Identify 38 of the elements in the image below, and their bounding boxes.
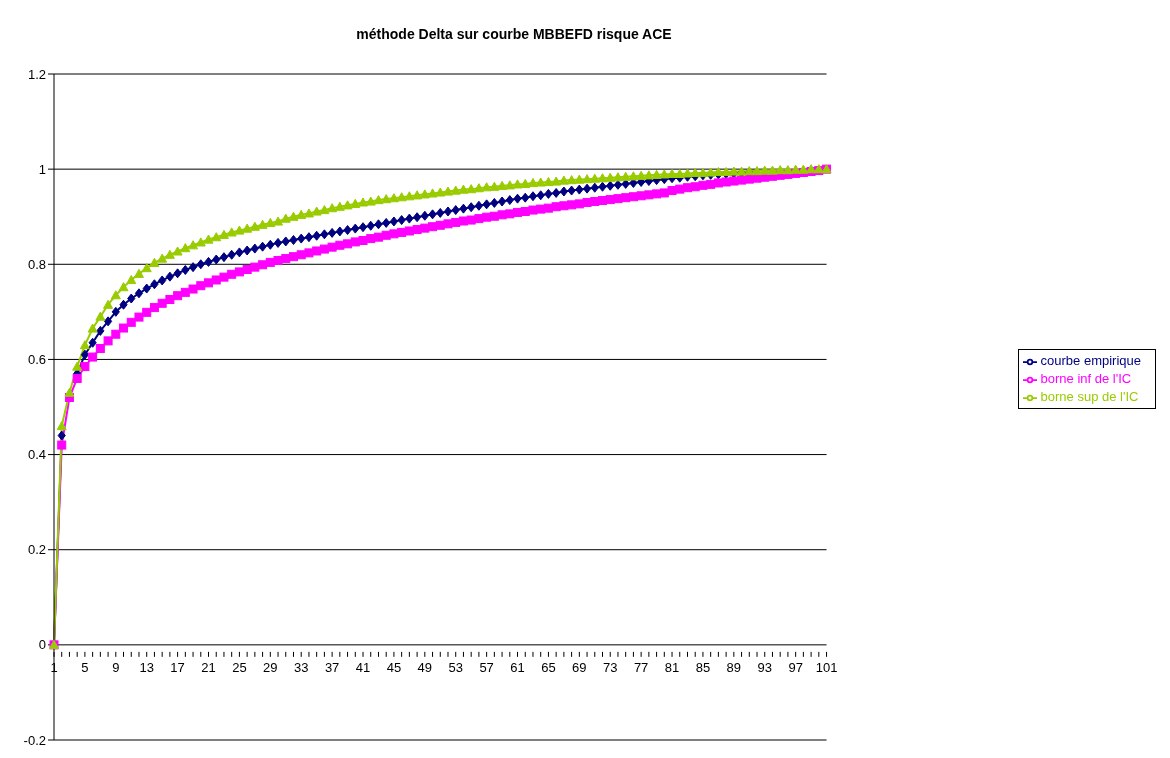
y-tick-label: 0.8 — [27, 256, 46, 272]
x-tick-label: 61 — [510, 659, 525, 675]
y-tick-label: -0.2 — [23, 732, 46, 748]
legend-label: borne inf de l'IC — [1040, 371, 1132, 386]
x-tick-label: 17 — [170, 659, 185, 675]
x-tick-label: 77 — [633, 659, 649, 675]
x-tick-label: 9 — [112, 659, 120, 675]
chart-title: méthode Delta sur courbe MBBEFD risque ACE — [355, 26, 673, 42]
x-tick-label: 101 — [815, 659, 838, 675]
x-tick-label: 1 — [50, 659, 58, 675]
x-tick-label: 53 — [448, 659, 463, 675]
x-tick-label: 5 — [81, 659, 89, 675]
x-tick-label: 33 — [293, 659, 309, 675]
y-tick-label: 0.2 — [27, 542, 46, 558]
y-tick-label: 0.4 — [27, 447, 46, 463]
x-tick-label: 25 — [232, 659, 247, 675]
y-tick-label: 1 — [38, 161, 46, 177]
x-tick-label: 97 — [788, 659, 803, 675]
x-tick-label: 21 — [201, 659, 216, 675]
x-tick-label: 57 — [479, 659, 494, 675]
x-tick-label: 85 — [695, 659, 711, 675]
y-tick-label: 0.6 — [27, 352, 46, 368]
x-tick-label: 93 — [757, 659, 772, 675]
x-tick-label: 73 — [603, 659, 618, 675]
x-tick-label: 37 — [324, 659, 340, 675]
x-tick-label: 29 — [263, 659, 278, 675]
x-tick-label: 13 — [139, 659, 154, 675]
x-tick-label: 49 — [417, 659, 433, 675]
x-tick-label: 45 — [386, 659, 402, 675]
legend-label: borne sup de l'IC — [1040, 389, 1139, 404]
x-tick-label: 81 — [664, 659, 680, 675]
y-tick-label: 1.2 — [27, 66, 46, 82]
legend-label: courbe empirique — [1040, 353, 1141, 368]
x-tick-label: 65 — [541, 659, 556, 675]
x-tick-label: 69 — [572, 659, 587, 675]
x-tick-label: 41 — [355, 659, 371, 675]
y-tick-label: 0 — [38, 637, 46, 653]
x-tick-label: 89 — [726, 659, 742, 675]
